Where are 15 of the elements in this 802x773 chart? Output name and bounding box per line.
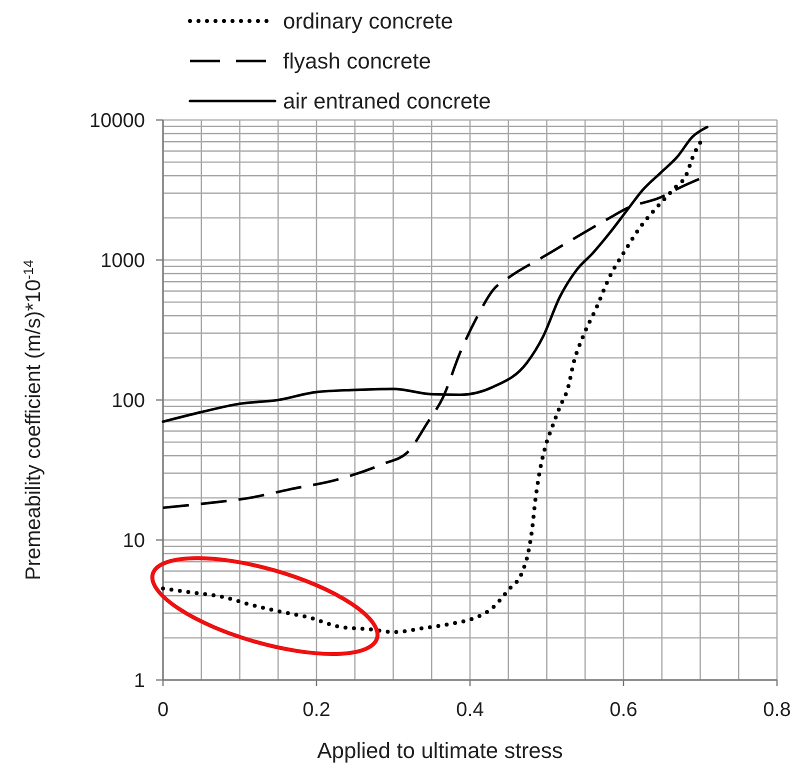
x-tick-label: 0.4 [456, 699, 484, 721]
y-tick-label: 100 [112, 390, 145, 412]
y-tick-label: 1 [134, 670, 145, 692]
x-tick-label: 0 [157, 699, 169, 721]
x-tick-label: 0.2 [302, 699, 330, 721]
legend-label: ordinary concrete [283, 8, 453, 34]
y-tick-label: 1000 [100, 250, 145, 272]
x-tick-label: 0.8 [763, 699, 791, 721]
legend-label: flyash concrete [283, 48, 431, 74]
x-axis-title: Applied to ultimate stress [317, 738, 563, 763]
y-tick-label: 10 [122, 530, 145, 552]
line-series [161, 140, 702, 634]
legend-label: air entraned concrete [283, 88, 491, 114]
x-tick-label: 0.6 [610, 699, 638, 721]
y-tick-label: 10000 [89, 110, 145, 132]
